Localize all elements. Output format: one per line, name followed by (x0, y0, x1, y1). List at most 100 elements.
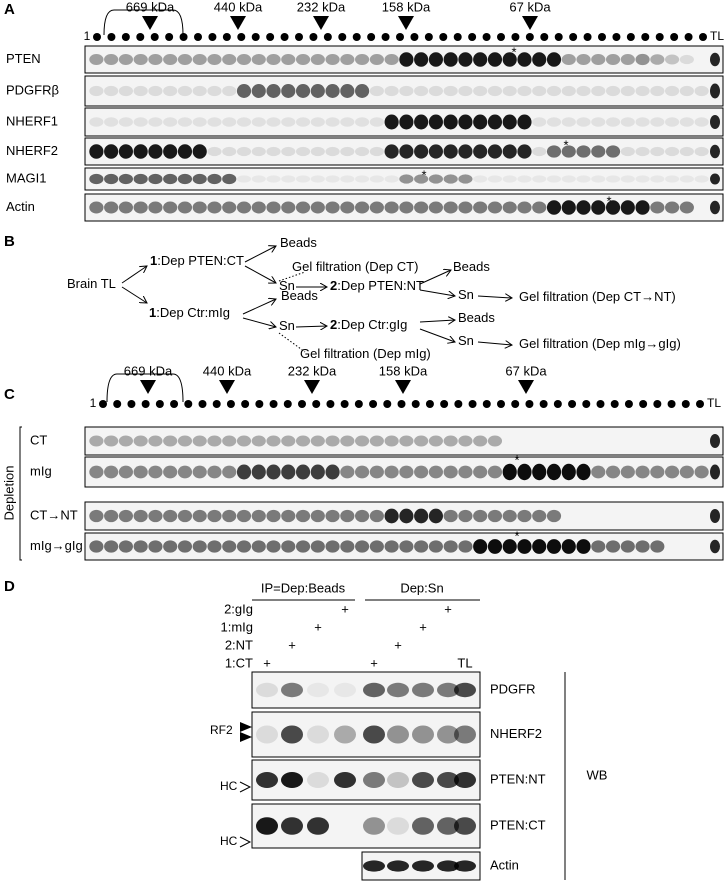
blot-band (414, 465, 429, 479)
band-arrow (240, 722, 252, 742)
blot-band (369, 117, 384, 127)
blot-band (428, 508, 443, 524)
blot-band (561, 175, 576, 183)
blot-band (256, 817, 278, 835)
blot-label: PDGFRβ (6, 82, 59, 97)
line (121, 266, 147, 284)
lane-dot (198, 400, 207, 408)
blot-band (591, 540, 606, 553)
blot-band (487, 175, 503, 183)
blot-band (363, 725, 385, 744)
blot-band (458, 52, 473, 67)
blot-band (256, 772, 278, 788)
blot-band (222, 435, 237, 447)
blot-band (192, 144, 207, 159)
blot-band (532, 175, 547, 183)
blot-label: PTEN (6, 51, 41, 66)
blot-band (591, 200, 606, 215)
lane-dot (354, 400, 363, 408)
blot-band (443, 435, 458, 447)
blot-label: MAGI1 (6, 170, 46, 185)
blot-band (236, 146, 252, 157)
blot-band (458, 435, 473, 447)
blot-band (340, 435, 355, 447)
blot-band (620, 465, 635, 479)
lane-dot (610, 400, 619, 408)
blot-band (414, 85, 429, 97)
blot-band (281, 84, 296, 98)
blot-band (487, 465, 503, 479)
blot-band (387, 772, 409, 788)
blot-band (458, 174, 473, 184)
blot-band (363, 860, 385, 872)
blot-band (251, 509, 266, 523)
blot-band (650, 465, 665, 479)
blot-band (266, 146, 281, 157)
blot-band (399, 174, 414, 184)
blot-band (412, 682, 434, 698)
lane-dot (554, 33, 563, 41)
lane-dot (699, 33, 707, 41)
blot-band (104, 201, 119, 214)
blot-band (384, 85, 399, 97)
blot-label: NHERF2 (490, 726, 542, 741)
blot-band (340, 540, 355, 553)
plus-sign: + (394, 637, 402, 652)
blot-band (384, 201, 399, 214)
band-label: HC (220, 834, 238, 848)
blot-band (414, 508, 429, 524)
blot-band (473, 114, 488, 130)
flow-step-number: 1 (150, 253, 157, 268)
blot-strip (84, 426, 724, 456)
blot-band (412, 817, 434, 835)
blot-band (546, 145, 562, 158)
blot-band (340, 465, 355, 479)
blot-band (679, 175, 694, 183)
blot-band (236, 435, 252, 447)
flow-node-text: Beads (280, 235, 317, 250)
blot-band (104, 435, 119, 447)
blot-band (133, 435, 148, 447)
blot-band (236, 117, 252, 127)
flow-node-text: Sn (458, 287, 474, 302)
flow-node: Sn (458, 333, 474, 348)
blot-band (665, 175, 680, 183)
line (419, 270, 451, 285)
blot-band (694, 175, 709, 183)
lane-dot (170, 400, 179, 408)
lane-dot (141, 400, 150, 408)
lane-dot (641, 33, 650, 41)
blot-band (89, 85, 104, 97)
blot-band (443, 52, 458, 67)
blot-band (620, 146, 635, 157)
group-label: Dep:Sn (400, 580, 443, 595)
blot-band (325, 175, 340, 183)
blot-band (369, 146, 384, 157)
blot-label: NHERF2 (6, 143, 58, 158)
blot-label: CT (30, 432, 47, 447)
blot-band (266, 117, 281, 127)
blot-band (679, 201, 694, 214)
lane-dot (468, 400, 477, 408)
lane-dot (237, 33, 246, 41)
blot-band (591, 465, 606, 479)
blot-band (414, 540, 429, 553)
lane-dot (653, 400, 662, 408)
blot-band (517, 509, 532, 523)
blot-band (266, 201, 281, 214)
blot-band (251, 175, 266, 183)
blot-band (177, 144, 193, 159)
blot-band (443, 114, 458, 130)
blot-band (387, 682, 409, 698)
blot-band (281, 509, 296, 523)
blot-band (104, 465, 119, 479)
blot-band (266, 84, 281, 98)
blot-band (266, 54, 281, 65)
blot-band (251, 464, 266, 480)
blot-band (694, 146, 709, 157)
flow-node: Sn (279, 278, 295, 293)
blot-band (487, 509, 503, 523)
lane-dot (136, 33, 145, 41)
line (295, 326, 327, 327)
blot-band (437, 682, 459, 698)
